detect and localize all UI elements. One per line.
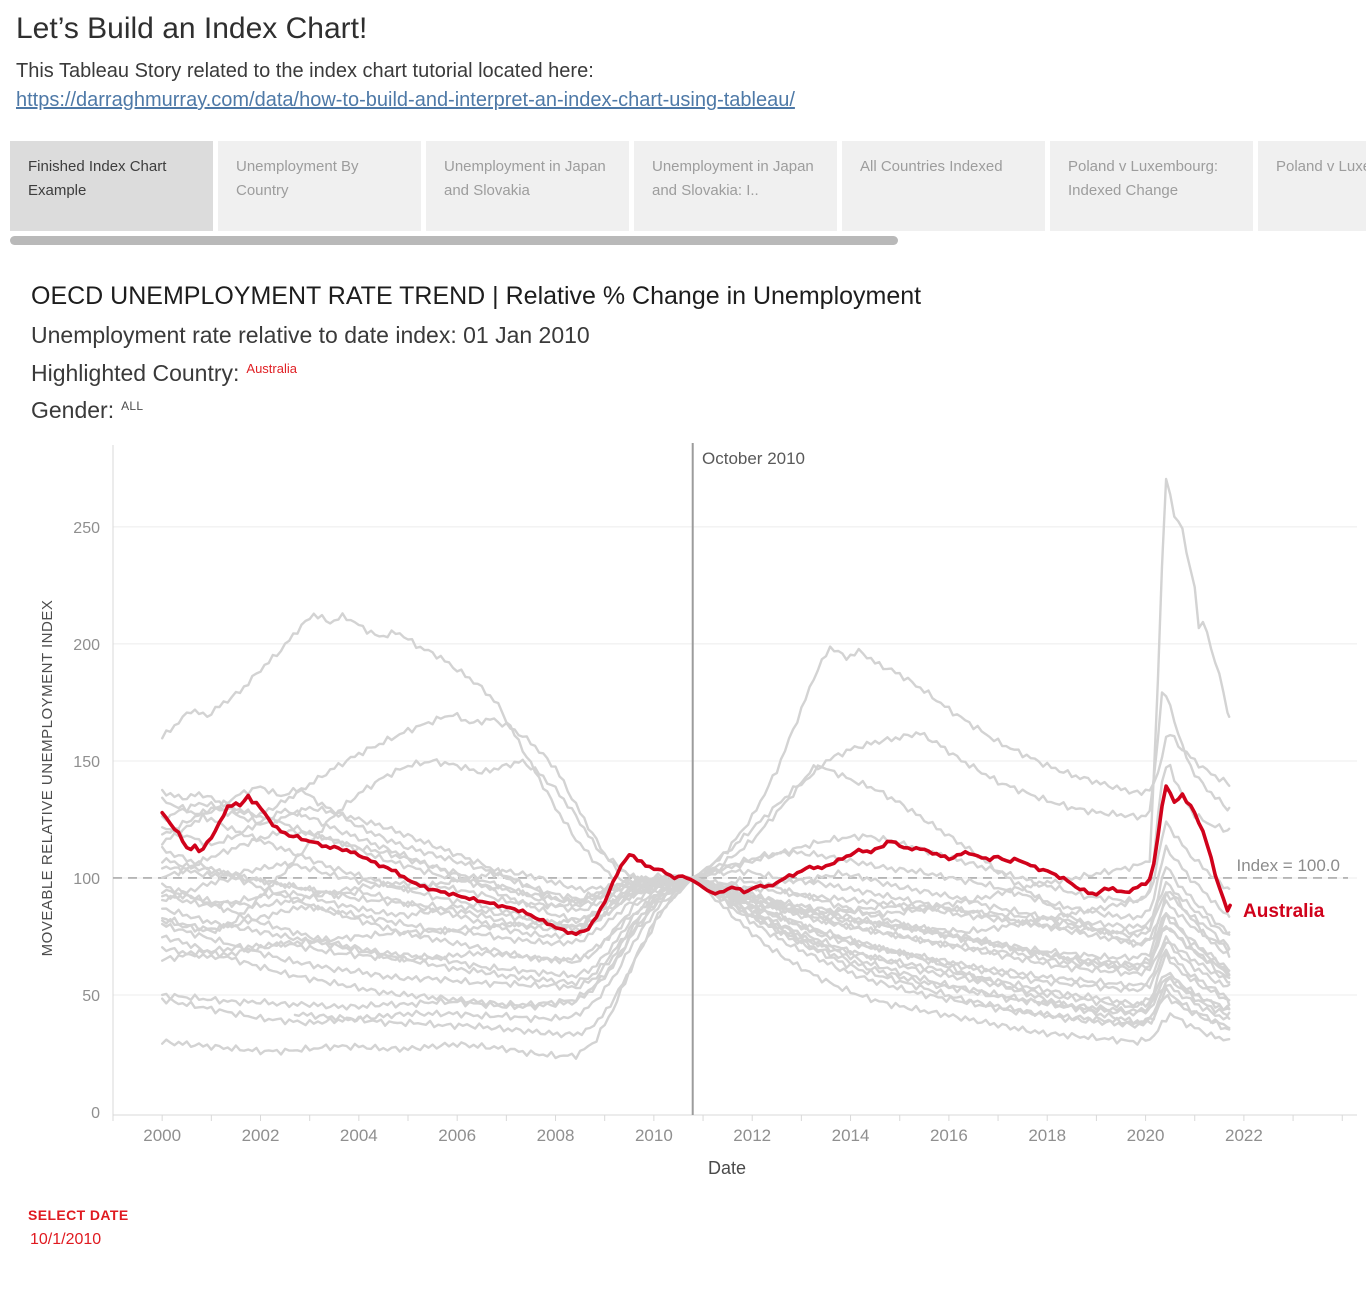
chart-grid: 0 50 100 150 200 250 2000 2002 2004 2006 2008 2010 2…: [73, 443, 1357, 1145]
y-tick-label: 200: [73, 637, 100, 654]
country-line: [160, 764, 1231, 958]
highlighted-country-label: Highlighted Country:: [31, 360, 240, 386]
page-title: Let’s Build an Index Chart!: [16, 12, 368, 45]
gender-label: Gender:: [31, 397, 115, 423]
story-tabs-scrollbar[interactable]: [10, 236, 898, 245]
country-line: [160, 758, 1231, 953]
story-tab-label: All Countries Indexed: [860, 158, 1003, 175]
country-line: [160, 877, 1231, 947]
x-tick-label: 2016: [930, 1126, 968, 1145]
x-tick-label: 2010: [635, 1126, 673, 1145]
x-tick-label: 2012: [733, 1126, 771, 1145]
gender-value: ALL: [121, 399, 144, 413]
story-tab-label: Poland v Luxembourg: Indexed Change: [1068, 158, 1219, 199]
highlight-series-label: Australia: [1243, 901, 1325, 922]
x-tick-label: 2022: [1225, 1126, 1263, 1145]
story-tabs: Finished Index Chart Example Unemployment…: [10, 141, 1366, 231]
vline-label: October 2010: [702, 449, 805, 468]
x-tick-label: 2000: [143, 1126, 181, 1145]
story-tab-label: Unemployment in Japan and Slovakia: I..: [652, 158, 814, 199]
story-tab[interactable]: Unemployment in Japan and Slovakia: [426, 141, 629, 231]
story-tab-label: Poland v Luxembourg..: [1276, 158, 1366, 175]
x-tick-label: 2018: [1028, 1126, 1066, 1145]
x-axis-title: Date: [708, 1158, 746, 1178]
y-tick-label: 0: [91, 1105, 100, 1122]
x-tick-label: 2020: [1127, 1126, 1165, 1145]
select-date-label: SELECT DATE: [28, 1207, 129, 1223]
australia-line[interactable]: [160, 784, 1232, 937]
hline-label: Index = 100.0: [1236, 856, 1340, 875]
story-tab-label: Finished Index Chart Example: [28, 158, 167, 199]
page-intro-text: This Tableau Story related to the index …: [16, 60, 594, 82]
x-tick-label: 2014: [832, 1126, 870, 1145]
x-tick-label: 2002: [242, 1126, 280, 1145]
country-line: [160, 828, 1231, 921]
country-line: [160, 477, 1231, 922]
story-tab-label: Unemployment in Japan and Slovakia: [444, 158, 606, 199]
y-tick-label: 50: [82, 988, 100, 1005]
story-tab[interactable]: Poland v Luxembourg: Indexed Change: [1050, 141, 1253, 231]
country-line: [293, 877, 1231, 1039]
tutorial-link[interactable]: https://darraghmurray.com/data/how-to-bu…: [16, 89, 795, 111]
x-tick-label: 2006: [438, 1126, 476, 1145]
story-tab-label: Unemployment By Country: [236, 158, 359, 199]
y-tick-label: 250: [73, 520, 100, 537]
story-tab[interactable]: Poland v Luxembourg..: [1258, 141, 1366, 231]
x-tick-label: 2008: [537, 1126, 575, 1145]
select-date-value[interactable]: 10/1/2010: [30, 1231, 102, 1248]
highlighted-country-value: Australia: [246, 361, 297, 376]
chart-subtitle: Unemployment rate relative to date index…: [31, 322, 590, 348]
gender-row: Gender: ALL: [31, 397, 143, 424]
story-tab[interactable]: Unemployment in Japan and Slovakia: I..: [634, 141, 837, 231]
chart-series: [160, 477, 1232, 1060]
y-axis-title: MOVEABLE RELATIVE UNEMPLOYMENT INDEX: [39, 600, 56, 957]
x-tick-label: 2004: [340, 1126, 378, 1145]
story-tab[interactable]: All Countries Indexed: [842, 141, 1045, 231]
country-line: [160, 645, 1231, 887]
country-line: [160, 845, 1231, 965]
chart-title: OECD UNEMPLOYMENT RATE TREND | Relative …: [31, 282, 922, 310]
story-tab[interactable]: Unemployment By Country: [218, 141, 421, 231]
y-tick-label: 150: [73, 754, 100, 771]
story-tab[interactable]: Finished Index Chart Example: [10, 141, 213, 231]
highlighted-country-row: Highlighted Country: Australia: [31, 360, 297, 387]
y-tick-label: 100: [73, 871, 100, 888]
